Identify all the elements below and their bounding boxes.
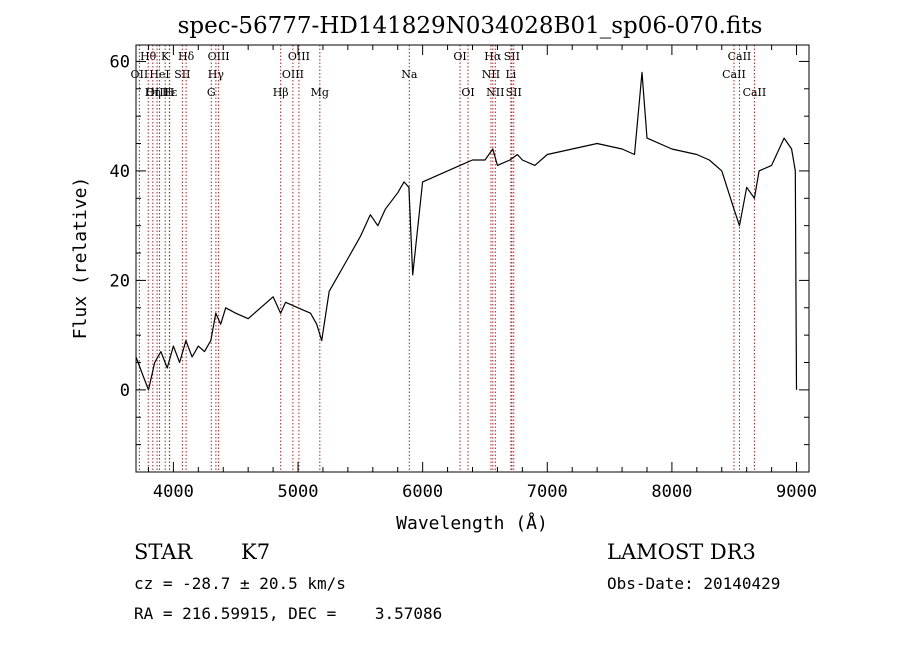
line-marker-label: CaII	[728, 50, 752, 63]
line-marker-label: K	[161, 50, 170, 63]
x-tick-label: 6000	[402, 482, 443, 502]
line-marker-label: CaII	[722, 68, 746, 81]
line-marker-label: Mg	[311, 86, 329, 99]
chart-title: spec-56777-HD141829N034028B01_sp06-070.f…	[178, 13, 763, 39]
object-subclass: K7	[241, 540, 271, 564]
line-marker-label: G	[207, 86, 216, 99]
line-marker-label: NII	[486, 86, 504, 99]
line-marker-label: H	[165, 86, 175, 99]
y-tick-label: 40	[110, 162, 130, 182]
obs-date: Obs-Date: 20140429	[607, 574, 781, 593]
y-tick-label: 60	[110, 52, 130, 72]
line-marker-label: SII	[504, 50, 520, 63]
line-marker-label: SII	[174, 68, 190, 81]
line-marker-label: OIII	[288, 50, 310, 63]
line-marker-label: CaII	[743, 86, 767, 99]
x-tick-label: 7000	[527, 482, 568, 502]
line-marker-label: OI	[453, 50, 466, 63]
plot-frame	[135, 44, 810, 473]
y-tick-label: 0	[120, 381, 130, 401]
spectrum-line	[135, 71, 798, 391]
object-class: STAR	[134, 540, 193, 564]
line-marker-label: Li	[505, 68, 516, 81]
spectrum-series	[135, 71, 798, 391]
coordinates-info: RA = 216.59915, DEC = 3.57086	[134, 604, 443, 623]
line-marker-label: OIII	[282, 68, 304, 81]
line-marker-label: OIII	[146, 86, 168, 99]
line-marker-label: Hε	[162, 86, 178, 99]
x-tick-label: 4000	[153, 482, 194, 502]
line-marker-label: Hβ	[273, 86, 289, 99]
x-tick-label: 9000	[776, 482, 817, 502]
line-marker-label: SII	[506, 86, 522, 99]
axes: 4000 5000 6000 7000 8000 9000 0 20 40 60	[110, 45, 817, 502]
line-marker-label: OI	[461, 86, 474, 99]
line-marker-label: Hδ	[178, 50, 195, 63]
x-tick-label: 5000	[278, 482, 319, 502]
y-axis-label: Flux (relative)	[70, 177, 91, 340]
line-marker-label: OII	[131, 68, 149, 81]
y-tick-label: 20	[110, 271, 130, 291]
x-tick-label: 8000	[651, 482, 692, 502]
line-marker-label: Hα	[484, 50, 502, 63]
x-axis-label: Wavelength (Å)	[396, 512, 548, 534]
line-marker-label: NII	[482, 68, 500, 81]
line-marker-label: Hγ	[208, 68, 225, 81]
redshift-info: cz = -28.7 ± 20.5 km/s	[134, 574, 346, 593]
line-marker-label: Hη	[145, 86, 161, 99]
line-marker-label: Na	[401, 68, 418, 81]
line-marker-label: OIII	[208, 50, 230, 63]
survey-name: LAMOST DR3	[607, 540, 756, 564]
